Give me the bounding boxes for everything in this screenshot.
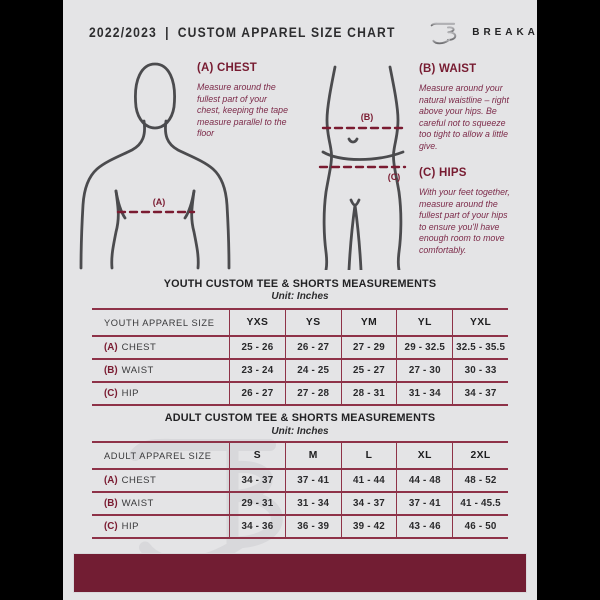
brand-name: BREAKAWAY: [471, 26, 537, 38]
cell-value: 34 - 37: [229, 470, 285, 491]
cell-value: 23 - 24: [229, 360, 285, 381]
table-header-row: ADULT APPAREL SIZE S M L XL 2XL: [92, 443, 508, 470]
table-row-hip: (C) HIP 26 - 27 27 - 28 28 - 31 31 - 34 …: [92, 383, 508, 406]
cell-value: 36 - 39: [284, 516, 341, 537]
cell-value: 27 - 30: [396, 360, 452, 381]
row-key: (A): [104, 342, 118, 353]
cell-value: 46 - 50: [452, 516, 508, 537]
adult-table-unit: Unit: Inches: [271, 426, 329, 437]
cell-value: 37 - 41: [284, 470, 341, 491]
hips-heading: (C) HIPS: [419, 167, 467, 179]
column-header-size: S: [229, 443, 285, 468]
table-row-waist: (B) WAIST 23 - 24 24 - 25 25 - 27 27 - 3…: [92, 360, 508, 383]
cell-value: 37 - 41: [396, 493, 452, 514]
hips-figure-label: (C): [388, 172, 401, 182]
cell-value: 34 - 37: [452, 383, 508, 404]
cell-value: 29 - 32.5: [396, 337, 452, 358]
footer-bar: [73, 553, 527, 593]
column-header-apparel-size: ADULT APPAREL SIZE: [104, 450, 212, 461]
cell-value: 28 - 31: [340, 383, 397, 404]
youth-size-table: YOUTH APPAREL SIZE YXS YS YM YL YXL (A) …: [92, 308, 508, 406]
cell-value: 41 - 45.5: [452, 493, 508, 514]
page-title: 2022/2023 | CUSTOM APPAREL SIZE CHART: [89, 25, 396, 40]
adult-size-table: ADULT APPAREL SIZE S M L XL 2XL (A) CHES…: [92, 441, 508, 539]
column-header-size: YXL: [452, 310, 508, 335]
cell-value: 26 - 27: [284, 337, 341, 358]
column-header-size: L: [340, 443, 397, 468]
header: 2022/2023 | CUSTOM APPAREL SIZE CHART: [89, 18, 537, 46]
youth-table-unit: Unit: Inches: [271, 291, 329, 302]
table-row-hip: (C) HIP 34 - 36 36 - 39 39 - 42 43 - 46 …: [92, 516, 508, 539]
chart-title: CUSTOM APPAREL SIZE CHART: [177, 24, 396, 40]
column-header-size: XL: [396, 443, 452, 468]
row-label: (B) WAIST: [92, 493, 229, 514]
table-header-row: YOUTH APPAREL SIZE YXS YS YM YL YXL: [92, 310, 508, 337]
chest-heading: (A) CHEST: [197, 62, 257, 74]
row-name: CHEST: [121, 475, 157, 486]
adult-table-title: ADULT CUSTOM TEE & SHORTS MEASUREMENTS: [164, 412, 436, 424]
column-header-size: YL: [396, 310, 452, 335]
cell-value: 43 - 46: [396, 516, 452, 537]
row-label: (C) HIP: [92, 516, 229, 537]
lower-body-figure: (B) (C): [318, 65, 407, 270]
cell-value: 48 - 52: [452, 470, 508, 491]
row-name: CHEST: [121, 342, 157, 353]
table-row-chest: (A) CHEST 25 - 26 26 - 27 27 - 29 29 - 3…: [92, 337, 508, 360]
cell-value: 25 - 27: [340, 360, 397, 381]
column-header-apparel-size: YOUTH APPAREL SIZE: [104, 317, 215, 328]
table-row-waist: (B) WAIST 29 - 31 31 - 34 34 - 37 37 - 4…: [92, 493, 508, 516]
season-year: 2022/2023: [89, 24, 157, 40]
waist-heading: (B) WAIST: [419, 63, 477, 75]
row-key: (C): [104, 521, 118, 532]
cell-value: 24 - 25: [284, 360, 341, 381]
waist-figure-label: (B): [361, 112, 374, 122]
column-header-size: YS: [284, 310, 341, 335]
cell-value: 25 - 26: [229, 337, 285, 358]
row-label: (A) CHEST: [92, 337, 229, 358]
row-key: (B): [104, 498, 118, 509]
cell-value: 31 - 34: [284, 493, 341, 514]
brand-lockup: BREAKAWAY: [430, 19, 537, 45]
column-header-size: 2XL: [452, 443, 508, 468]
cell-value: 41 - 44: [340, 470, 397, 491]
cell-value: 44 - 48: [396, 470, 452, 491]
row-name: WAIST: [121, 498, 154, 509]
cell-value: 34 - 37: [340, 493, 397, 514]
chest-figure-label: (A): [153, 197, 166, 207]
row-key: (A): [104, 475, 118, 486]
row-key: (B): [104, 365, 118, 376]
waist-instructions: Measure around your natural waistline – …: [419, 83, 509, 151]
title-divider: |: [165, 24, 170, 40]
cell-value: 39 - 42: [340, 516, 397, 537]
size-chart-page: 2022/2023 | CUSTOM APPAREL SIZE CHART: [63, 0, 537, 600]
row-key: (C): [104, 388, 118, 399]
youth-table-title: YOUTH CUSTOM TEE & SHORTS MEASUREMENTS: [163, 278, 437, 290]
cell-value: 27 - 28: [284, 383, 341, 404]
upper-body-figure: (A): [79, 62, 231, 270]
column-header-size: M: [284, 443, 341, 468]
hips-instructions: With your feet together, measure around …: [419, 187, 510, 255]
row-label: (B) WAIST: [92, 360, 229, 381]
cell-value: 29 - 31: [229, 493, 285, 514]
table-row-chest: (A) CHEST 34 - 37 37 - 41 41 - 44 44 - 4…: [92, 470, 508, 493]
cell-value: 31 - 34: [396, 383, 452, 404]
cell-value: 30 - 33: [452, 360, 508, 381]
column-header-size: YM: [340, 310, 397, 335]
breakaway-b-logo-icon: [430, 22, 456, 45]
cell-value: 26 - 27: [229, 383, 285, 404]
cell-value: 34 - 36: [229, 516, 285, 537]
chest-instructions: Measure around the fullest part of your …: [197, 82, 288, 138]
row-label: (A) CHEST: [92, 470, 229, 491]
cell-value: 27 - 29: [340, 337, 397, 358]
row-name: HIP: [121, 521, 139, 532]
row-name: HIP: [121, 388, 139, 399]
column-header-size: YXS: [229, 310, 285, 335]
cell-value: 32.5 - 35.5: [452, 337, 508, 358]
row-name: WAIST: [121, 365, 154, 376]
row-label: (C) HIP: [92, 383, 229, 404]
